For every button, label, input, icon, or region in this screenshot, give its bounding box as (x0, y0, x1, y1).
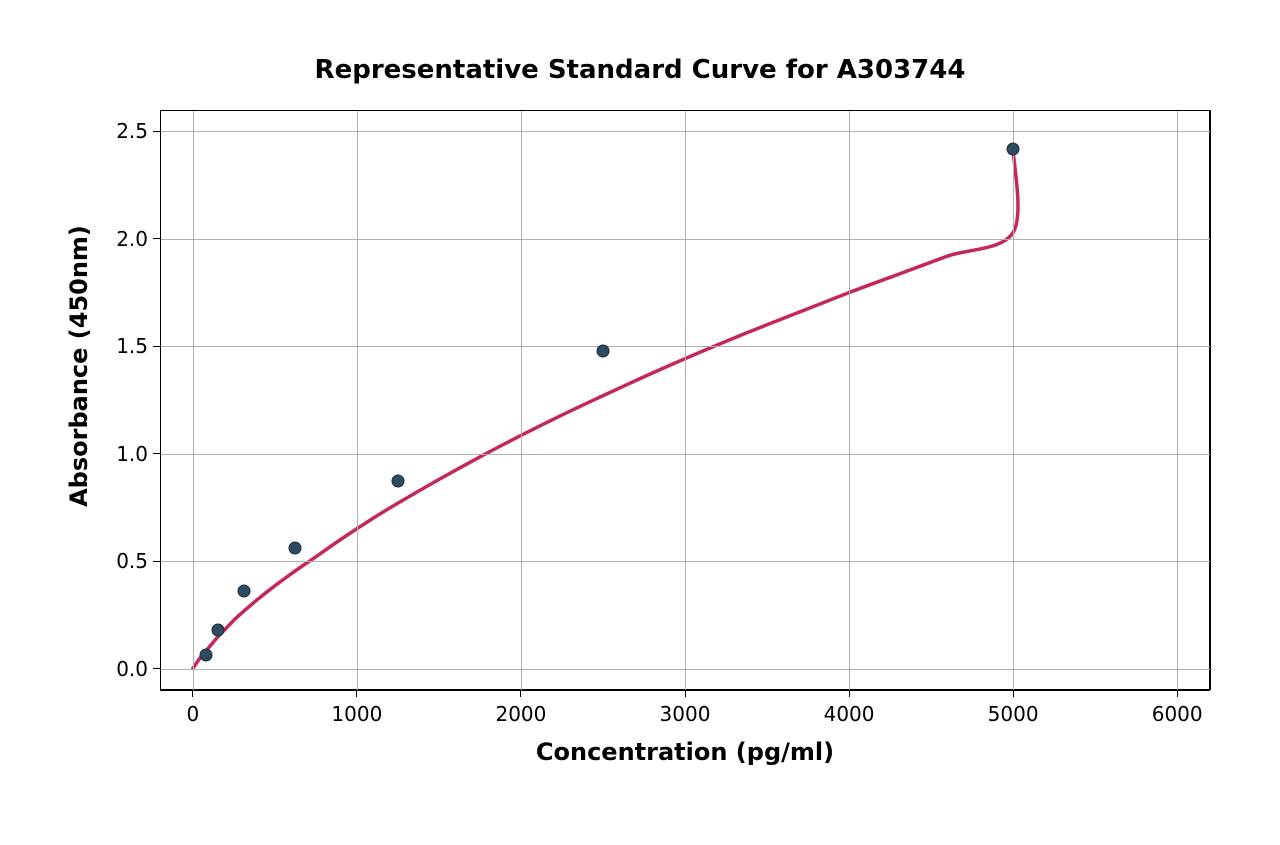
y-tick-mark (153, 238, 160, 239)
x-tick-mark (520, 690, 521, 697)
y-tick-label: 2.0 (110, 227, 148, 251)
gridline-vertical (1177, 110, 1178, 690)
gridline-vertical (193, 110, 194, 690)
y-tick-mark (153, 131, 160, 132)
gridline-vertical (849, 110, 850, 690)
data-point (199, 648, 212, 661)
gridline-horizontal (160, 239, 1210, 240)
gridline-horizontal (160, 131, 1210, 132)
x-tick-mark (849, 690, 850, 697)
x-tick-label: 6000 (1152, 702, 1203, 726)
spine-left (160, 110, 161, 690)
data-point (238, 585, 251, 598)
data-point (391, 474, 404, 487)
gridline-vertical (1013, 110, 1014, 690)
chart-title: Representative Standard Curve for A30374… (0, 55, 1280, 85)
spine-bottom (160, 690, 1210, 691)
x-axis-label: Concentration (pg/ml) (160, 738, 1210, 766)
data-point (1007, 142, 1020, 155)
y-tick-label: 0.0 (110, 657, 148, 681)
y-tick-label: 1.5 (110, 334, 148, 358)
y-tick-label: 1.0 (110, 442, 148, 466)
x-tick-label: 5000 (988, 702, 1039, 726)
y-tick-label: 0.5 (110, 549, 148, 573)
y-tick-mark (153, 346, 160, 347)
data-point (212, 623, 225, 636)
gridline-horizontal (160, 454, 1210, 455)
x-tick-mark (192, 690, 193, 697)
gridline-vertical (357, 110, 358, 690)
y-tick-mark (153, 668, 160, 669)
y-tick-label: 2.5 (110, 119, 148, 143)
y-axis-label: Absorbance (450nm) (65, 192, 93, 540)
gridline-horizontal (160, 669, 1210, 670)
x-tick-mark (1013, 690, 1014, 697)
x-tick-mark (685, 690, 686, 697)
x-tick-label: 4000 (824, 702, 875, 726)
x-tick-label: 3000 (660, 702, 711, 726)
data-point (289, 542, 302, 555)
x-tick-label: 2000 (495, 702, 546, 726)
y-tick-mark (153, 453, 160, 454)
x-tick-mark (356, 690, 357, 697)
x-tick-mark (1177, 690, 1178, 697)
gridline-vertical (521, 110, 522, 690)
x-tick-label: 0 (186, 702, 199, 726)
spine-top (160, 110, 1210, 111)
data-point (596, 344, 609, 357)
spine-right (1210, 110, 1211, 690)
x-tick-label: 1000 (331, 702, 382, 726)
y-tick-mark (153, 561, 160, 562)
gridline-vertical (685, 110, 686, 690)
gridline-horizontal (160, 561, 1210, 562)
gridline-horizontal (160, 346, 1210, 347)
chart-container: Representative Standard Curve for A30374… (0, 0, 1280, 845)
